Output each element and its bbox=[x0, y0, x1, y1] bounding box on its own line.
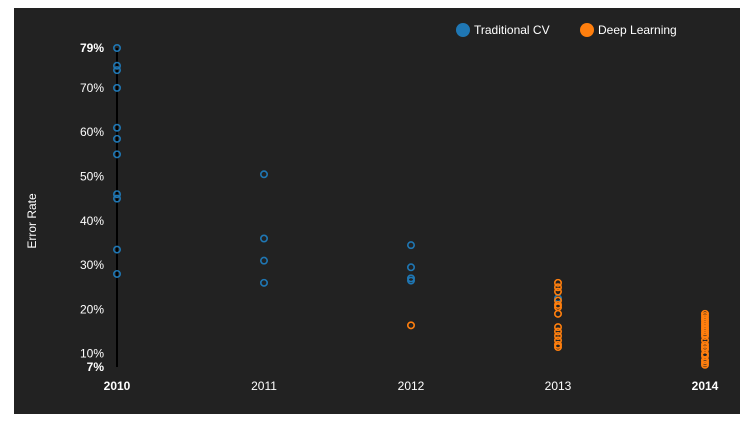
data-point bbox=[406, 276, 415, 285]
data-point bbox=[113, 61, 122, 70]
y-tick-label: 60% bbox=[80, 125, 104, 139]
data-point bbox=[406, 321, 415, 330]
x-tick-label: 2011 bbox=[251, 379, 277, 393]
legend-label: Deep Learning bbox=[598, 23, 677, 37]
data-point bbox=[113, 83, 122, 92]
legend: Traditional CV Deep Learning bbox=[456, 23, 677, 37]
data-point bbox=[113, 43, 122, 52]
data-point bbox=[700, 360, 709, 369]
y-axis-label: Error Rate bbox=[25, 193, 39, 249]
data-point bbox=[553, 283, 562, 292]
data-point bbox=[113, 123, 122, 132]
data-point bbox=[113, 194, 122, 203]
data-point bbox=[406, 241, 415, 250]
data-points bbox=[113, 43, 709, 369]
data-point bbox=[553, 287, 562, 296]
data-point bbox=[113, 190, 122, 199]
data-point bbox=[113, 150, 122, 159]
data-point bbox=[553, 343, 562, 352]
legend-label: Traditional CV bbox=[474, 23, 550, 37]
data-point bbox=[553, 323, 562, 332]
data-point bbox=[553, 309, 562, 318]
y-tick-label: 10% bbox=[80, 347, 104, 361]
x-tick-label: 2014 bbox=[692, 379, 719, 393]
y-tick-label: 30% bbox=[80, 258, 104, 272]
x-tick-label: 2010 bbox=[104, 379, 131, 393]
legend-marker bbox=[580, 23, 594, 37]
y-tick-label: 20% bbox=[80, 302, 104, 316]
data-point bbox=[260, 278, 269, 287]
data-point bbox=[406, 263, 415, 272]
data-point bbox=[260, 234, 269, 243]
data-point bbox=[553, 327, 562, 336]
data-point bbox=[113, 134, 122, 143]
data-point bbox=[553, 278, 562, 287]
legend-marker bbox=[456, 23, 470, 37]
data-point bbox=[260, 256, 269, 265]
y-tick-label: 50% bbox=[80, 169, 104, 183]
data-point bbox=[113, 269, 122, 278]
data-point bbox=[113, 66, 122, 75]
y-axis-ticks: 79% 70% 60% 50% 40% 30% 20% 10%7% bbox=[80, 41, 104, 374]
data-point bbox=[553, 331, 562, 340]
data-point bbox=[700, 331, 709, 340]
chart-panel: Traditional CV Deep Learning Error Rate 7… bbox=[14, 8, 740, 414]
x-axis-ticks: 2010 2011 2012 2013 2014 bbox=[104, 379, 719, 393]
y-tick-label: 7% bbox=[87, 360, 105, 374]
scatter-chart: Traditional CV Deep Learning Error Rate 7… bbox=[25, 23, 719, 393]
y-tick-label: 40% bbox=[80, 214, 104, 228]
x-tick-label: 2013 bbox=[545, 379, 572, 393]
y-tick-label: 79% bbox=[80, 41, 104, 55]
x-tick-label: 2012 bbox=[398, 379, 425, 393]
y-tick-label: 70% bbox=[80, 81, 104, 95]
data-point bbox=[113, 245, 122, 254]
data-point bbox=[260, 170, 269, 179]
